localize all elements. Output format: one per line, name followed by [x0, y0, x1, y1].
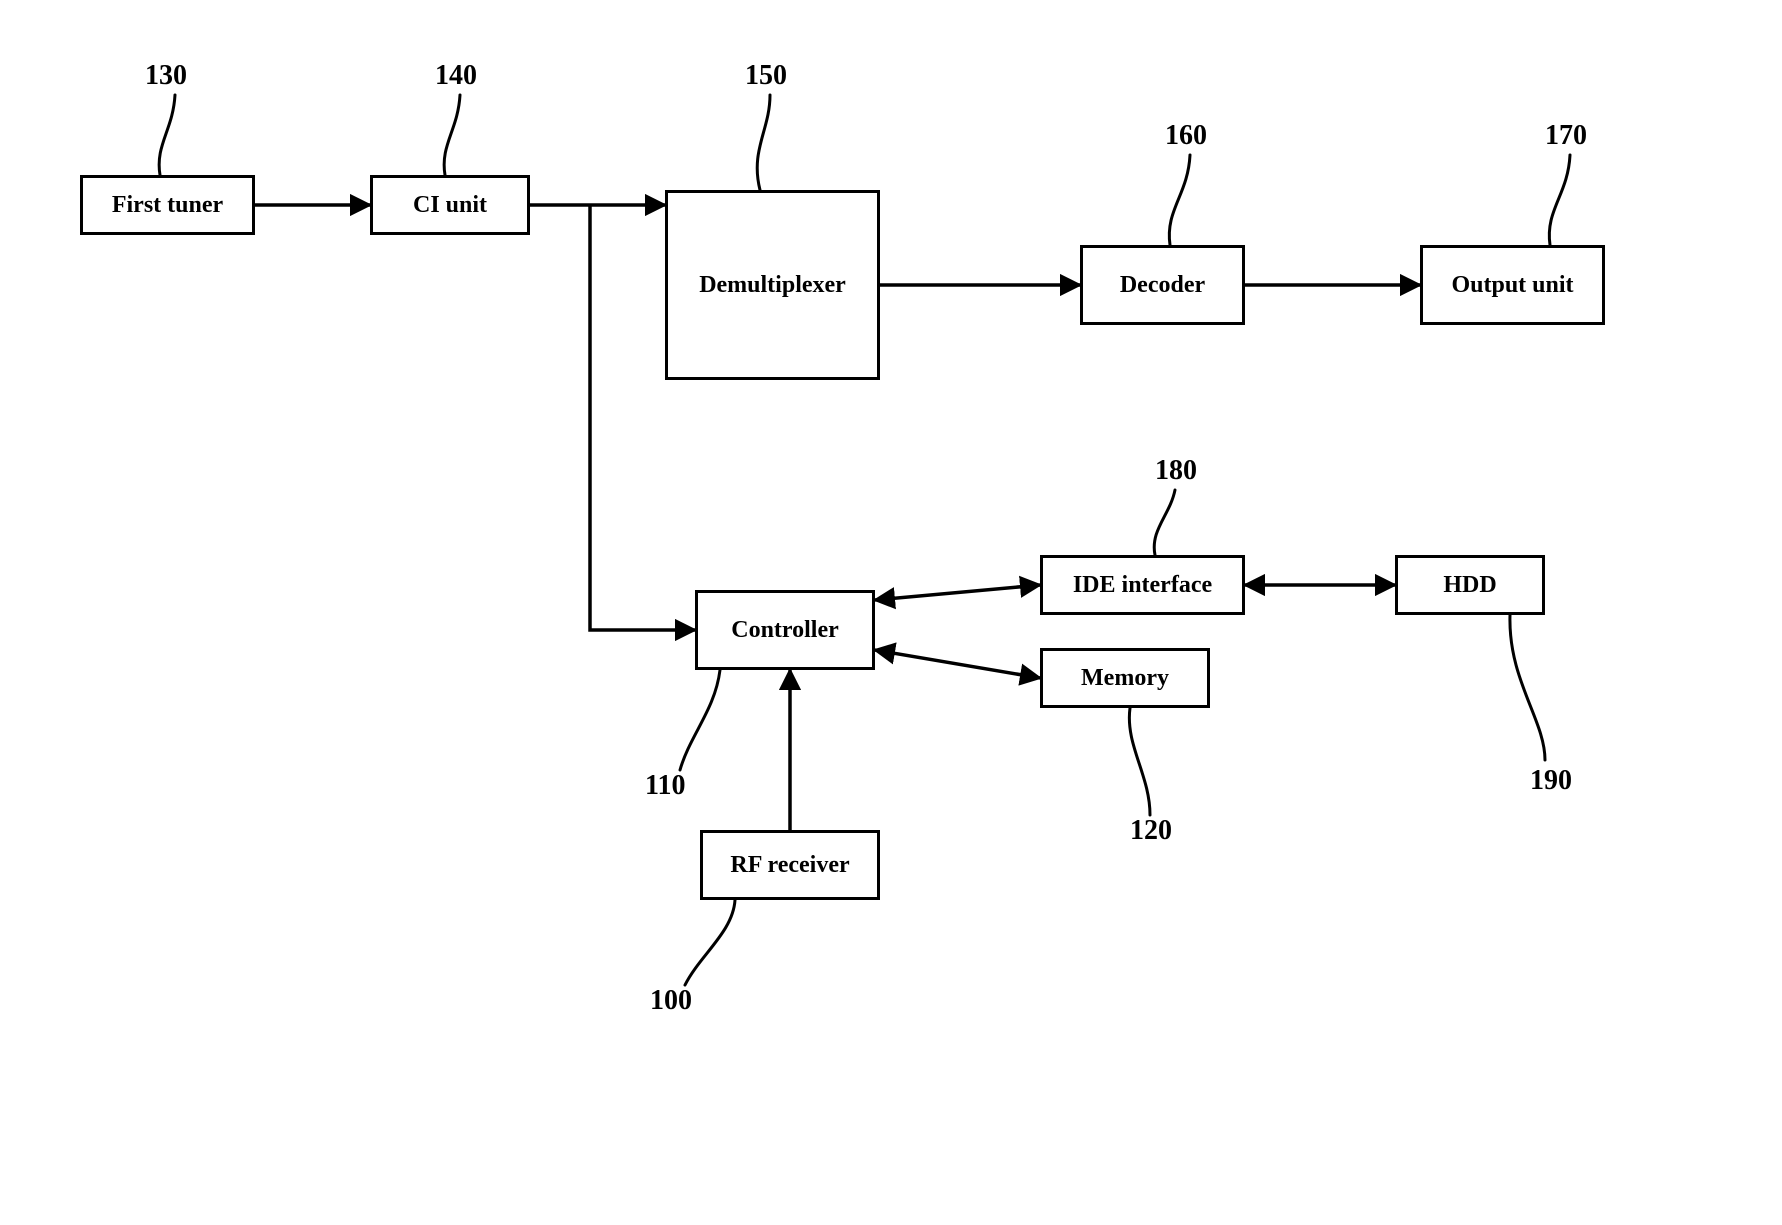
callout-r130: [159, 95, 175, 175]
callout-r180: [1154, 490, 1175, 555]
connector-overlay: [0, 0, 1782, 1225]
callout-r120: [1129, 708, 1150, 815]
callout-r140: [444, 95, 460, 175]
callout-r160: [1169, 155, 1190, 245]
callout-r190: [1510, 615, 1545, 760]
arrow-ctrl-to-memory: [875, 650, 1040, 678]
callout-r150: [757, 95, 770, 190]
arrow-ctrl-to-ide: [875, 585, 1040, 600]
callout-r110: [680, 670, 720, 770]
callout-r100: [685, 900, 735, 985]
block-diagram-canvas: { "canvas": { "width": 1782, "height": 1…: [0, 0, 1782, 1225]
arrow-ci-down-to-ctrl: [590, 205, 695, 630]
callout-r170: [1549, 155, 1570, 245]
